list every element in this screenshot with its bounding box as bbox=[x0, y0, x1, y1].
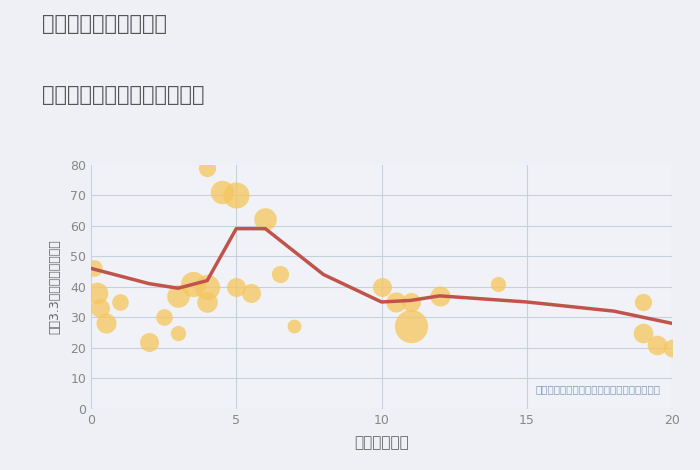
Point bbox=[187, 280, 198, 287]
Point bbox=[666, 344, 678, 352]
Point bbox=[216, 188, 228, 196]
Point bbox=[289, 322, 300, 330]
Point bbox=[638, 298, 649, 306]
Point bbox=[94, 305, 105, 312]
Point bbox=[88, 265, 99, 272]
Point bbox=[202, 298, 213, 306]
Point bbox=[231, 191, 242, 199]
Point bbox=[260, 216, 271, 223]
Text: 駅距離別中古マンション価格: 駅距離別中古マンション価格 bbox=[42, 85, 204, 105]
X-axis label: 駅距離（分）: 駅距離（分） bbox=[354, 435, 409, 450]
Point bbox=[202, 164, 213, 172]
Point bbox=[172, 329, 183, 337]
Point bbox=[202, 283, 213, 290]
Point bbox=[638, 329, 649, 337]
Point bbox=[391, 298, 402, 306]
Text: 円の大きさは、取引のあった物件面積を示す: 円の大きさは、取引のあった物件面積を示す bbox=[536, 384, 660, 394]
Point bbox=[405, 322, 416, 330]
Point bbox=[405, 298, 416, 306]
Point bbox=[114, 298, 126, 306]
Point bbox=[245, 289, 256, 297]
Point bbox=[376, 283, 387, 290]
Point bbox=[434, 292, 445, 300]
Y-axis label: 坪（3.3㎡）単価（万円）: 坪（3.3㎡）単価（万円） bbox=[49, 239, 62, 334]
Text: 奈良県桜井市今井谷の: 奈良県桜井市今井谷の bbox=[42, 14, 167, 34]
Point bbox=[100, 320, 111, 327]
Point bbox=[231, 283, 242, 290]
Point bbox=[144, 338, 155, 345]
Point bbox=[158, 313, 169, 321]
Point bbox=[91, 289, 102, 297]
Point bbox=[492, 280, 503, 287]
Point bbox=[172, 292, 183, 300]
Point bbox=[652, 341, 663, 349]
Point bbox=[274, 271, 286, 278]
